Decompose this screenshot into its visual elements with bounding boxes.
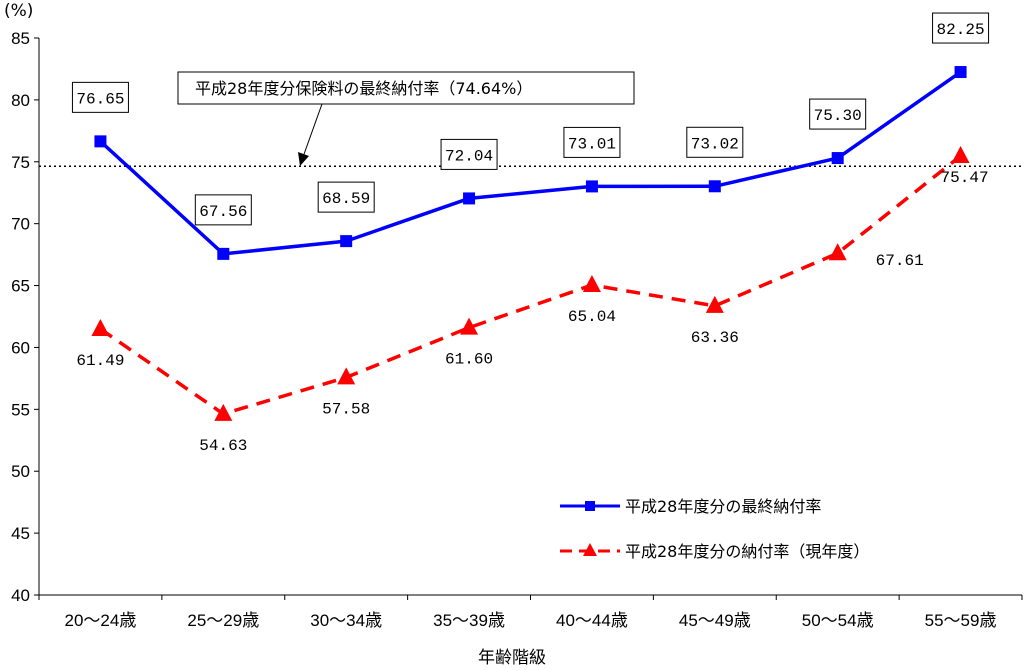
legend-label-final: 平成28年度分の最終納付率 bbox=[625, 497, 821, 516]
y-tick-label: 65 bbox=[11, 277, 30, 296]
data-label: 61.49 bbox=[76, 352, 124, 370]
x-tick-label: 40～44歳 bbox=[556, 611, 628, 630]
legend-label-current: 平成28年度分の納付率（現年度） bbox=[625, 542, 869, 561]
data-point-marker bbox=[463, 192, 476, 205]
data-label: 67.61 bbox=[876, 252, 924, 270]
x-tick-label: 30～34歳 bbox=[310, 611, 382, 630]
data-label-box bbox=[686, 126, 744, 158]
data-label: 67.56 bbox=[199, 203, 247, 221]
data-point-marker bbox=[831, 152, 844, 165]
data-label-box bbox=[317, 181, 375, 213]
legend: 平成28年度分の最終納付率 平成28年度分の納付率（現年度） bbox=[560, 497, 869, 561]
data-label: 68.59 bbox=[322, 190, 370, 208]
data-label: 65.04 bbox=[568, 308, 616, 326]
data-point-marker bbox=[828, 243, 847, 261]
y-tick-label: 70 bbox=[11, 215, 30, 234]
reference-arrow bbox=[302, 103, 323, 158]
y-tick-label: 85 bbox=[11, 29, 30, 48]
data-label: 73.01 bbox=[568, 135, 616, 153]
data-label-box bbox=[440, 138, 498, 170]
data-label-box bbox=[71, 81, 129, 113]
data-label: 76.65 bbox=[76, 90, 124, 108]
data-point-marker bbox=[705, 295, 724, 313]
data-label: 61.60 bbox=[445, 351, 493, 369]
x-tick-label: 50～54歳 bbox=[802, 611, 874, 630]
data-point-marker bbox=[585, 180, 598, 193]
x-tick-label: 55～59歳 bbox=[925, 611, 997, 630]
data-label-box bbox=[809, 98, 867, 130]
data-point-marker bbox=[708, 180, 721, 193]
reference-label: 平成28年度分保険料の最終納付率（74.64%） bbox=[195, 79, 532, 98]
data-point-marker bbox=[951, 145, 970, 163]
data-point-marker bbox=[91, 319, 110, 337]
x-tick-label: 45～49歳 bbox=[679, 611, 751, 630]
y-tick-label: 80 bbox=[11, 91, 30, 110]
data-label: 63.36 bbox=[691, 329, 739, 347]
x-tick-label: 35～39歳 bbox=[433, 611, 505, 630]
data-point-marker bbox=[340, 235, 353, 248]
y-tick-label: 45 bbox=[11, 524, 30, 543]
x-axis-title: 年齢階級 bbox=[478, 648, 546, 668]
data-point-marker bbox=[460, 317, 479, 335]
y-tick-label: 60 bbox=[11, 338, 30, 357]
data-point-marker bbox=[954, 66, 967, 79]
reference-annotation: 平成28年度分保険料の最終納付率（74.64%） bbox=[177, 71, 635, 166]
y-tick-label: 50 bbox=[11, 462, 30, 481]
x-tick-label: 20～24歳 bbox=[65, 611, 137, 630]
y-tick-label: 40 bbox=[11, 586, 30, 605]
legend-marker-current bbox=[583, 543, 597, 556]
data-point-marker bbox=[217, 247, 230, 260]
series-line-1 bbox=[99, 154, 962, 416]
data-label: 82.25 bbox=[937, 21, 985, 39]
data-point-marker bbox=[94, 135, 107, 148]
y-tick-label: 75 bbox=[11, 153, 30, 172]
data-label: 75.47 bbox=[941, 169, 989, 187]
data-label: 57.58 bbox=[322, 400, 370, 418]
data-label: 54.63 bbox=[199, 437, 247, 455]
data-label-box bbox=[563, 126, 621, 158]
data-label: 72.04 bbox=[445, 147, 493, 165]
plot-area: 40 45 50 55 60 65 70 75 80 85 20～24歳 25～29歳 30～34歳 35… bbox=[11, 12, 1023, 630]
data-label-box bbox=[194, 194, 252, 226]
data-point-marker bbox=[582, 275, 601, 293]
reference-arrowhead bbox=[298, 152, 309, 166]
data-point-marker bbox=[337, 367, 356, 385]
x-tick-label: 25～29歳 bbox=[187, 611, 259, 630]
data-point-marker bbox=[214, 403, 233, 421]
y-tick-label: 55 bbox=[11, 400, 30, 419]
data-label: 73.02 bbox=[691, 135, 739, 153]
data-label: 75.30 bbox=[814, 107, 862, 125]
series-line-0 bbox=[99, 70, 962, 256]
y-unit-label: (%) bbox=[4, 1, 33, 21]
reference-label-box bbox=[177, 71, 635, 105]
data-label-box bbox=[932, 12, 990, 44]
legend-marker-final bbox=[585, 501, 595, 511]
